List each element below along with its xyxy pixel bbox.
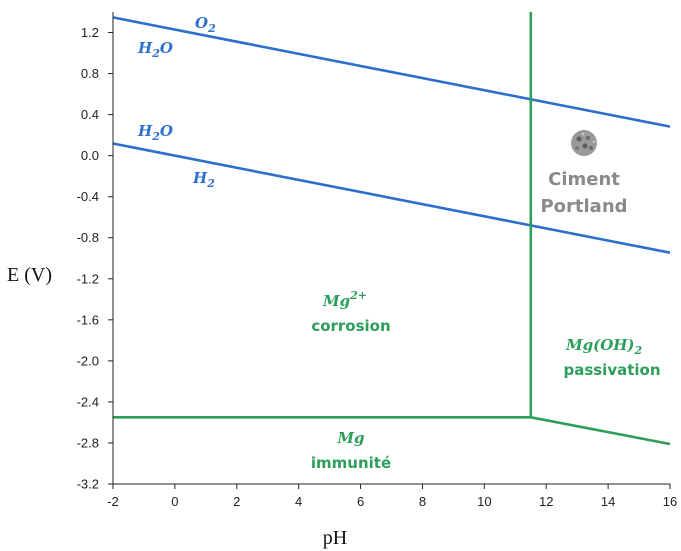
y-tick-label: -2.0 — [77, 353, 99, 368]
y-tick-label: 1.2 — [81, 25, 99, 40]
label-mg: Mg — [336, 429, 364, 447]
y-axis-title: E (V) — [7, 264, 52, 286]
label-h2o-bottom: H2O — [137, 122, 173, 143]
ciment-portland-marker: Ciment Portland — [540, 130, 628, 217]
label-ciment: Ciment — [548, 169, 620, 190]
y-tick-label: 0.0 — [81, 148, 99, 163]
x-tick-label: 14 — [601, 494, 615, 509]
y-tick-label: 0.8 — [81, 66, 99, 81]
y-tick-label: -1.2 — [77, 271, 99, 286]
series-line-mg-immunity — [113, 415, 671, 446]
x-tick-label: 10 — [477, 494, 491, 509]
x-tick-label: 2 — [233, 494, 240, 509]
ciment-dot-icon — [571, 130, 597, 156]
label-portland: Portland — [540, 196, 627, 217]
label-o2: O2 — [195, 14, 216, 35]
x-tick-label: 16 — [663, 494, 677, 509]
label-h2o-top: H2O — [137, 39, 173, 60]
y-tick-label: 0.4 — [81, 107, 99, 122]
x-tick-label: 12 — [539, 494, 553, 509]
y-tick-label: -3.2 — [77, 477, 99, 492]
x-tick-label: -2 — [107, 494, 119, 509]
label-mg-oh2: Mg(OH)2 — [565, 336, 643, 357]
x-tick-label: 8 — [419, 494, 426, 509]
water-labels: O2 H2O H2O H2 — [137, 14, 216, 190]
plot-area: 1.2 0.8 0.4 0.0 -0.4 -0.8 -1.2 -1.6 -2.0 -2.4 -2.8… — [77, 12, 677, 509]
x-tick-label: 0 — [171, 494, 178, 509]
label-passivation: passivation — [563, 361, 660, 379]
y-tick-label: -1.6 — [77, 312, 99, 327]
x-tick-label: 4 — [295, 494, 302, 509]
y-tick-label: -2.8 — [77, 435, 99, 450]
label-h2: H2 — [192, 169, 215, 190]
x-tick-label: 6 — [357, 494, 364, 509]
y-tick-label: -0.8 — [77, 230, 99, 245]
series-line-o2-h2o — [112, 16, 671, 128]
region-labels: Mg2+ corrosion Mg(OH)2 passivation Mg im… — [311, 289, 661, 472]
label-corrosion: corrosion — [311, 317, 390, 335]
y-tick-label: -2.4 — [77, 394, 99, 409]
series-line-h2o-h2 — [112, 142, 671, 254]
y-tick-label: -0.4 — [77, 189, 99, 204]
x-axis-title: pH — [323, 527, 347, 549]
label-immunite: immunité — [311, 454, 391, 472]
label-mg-ion: Mg2+ — [322, 289, 367, 310]
